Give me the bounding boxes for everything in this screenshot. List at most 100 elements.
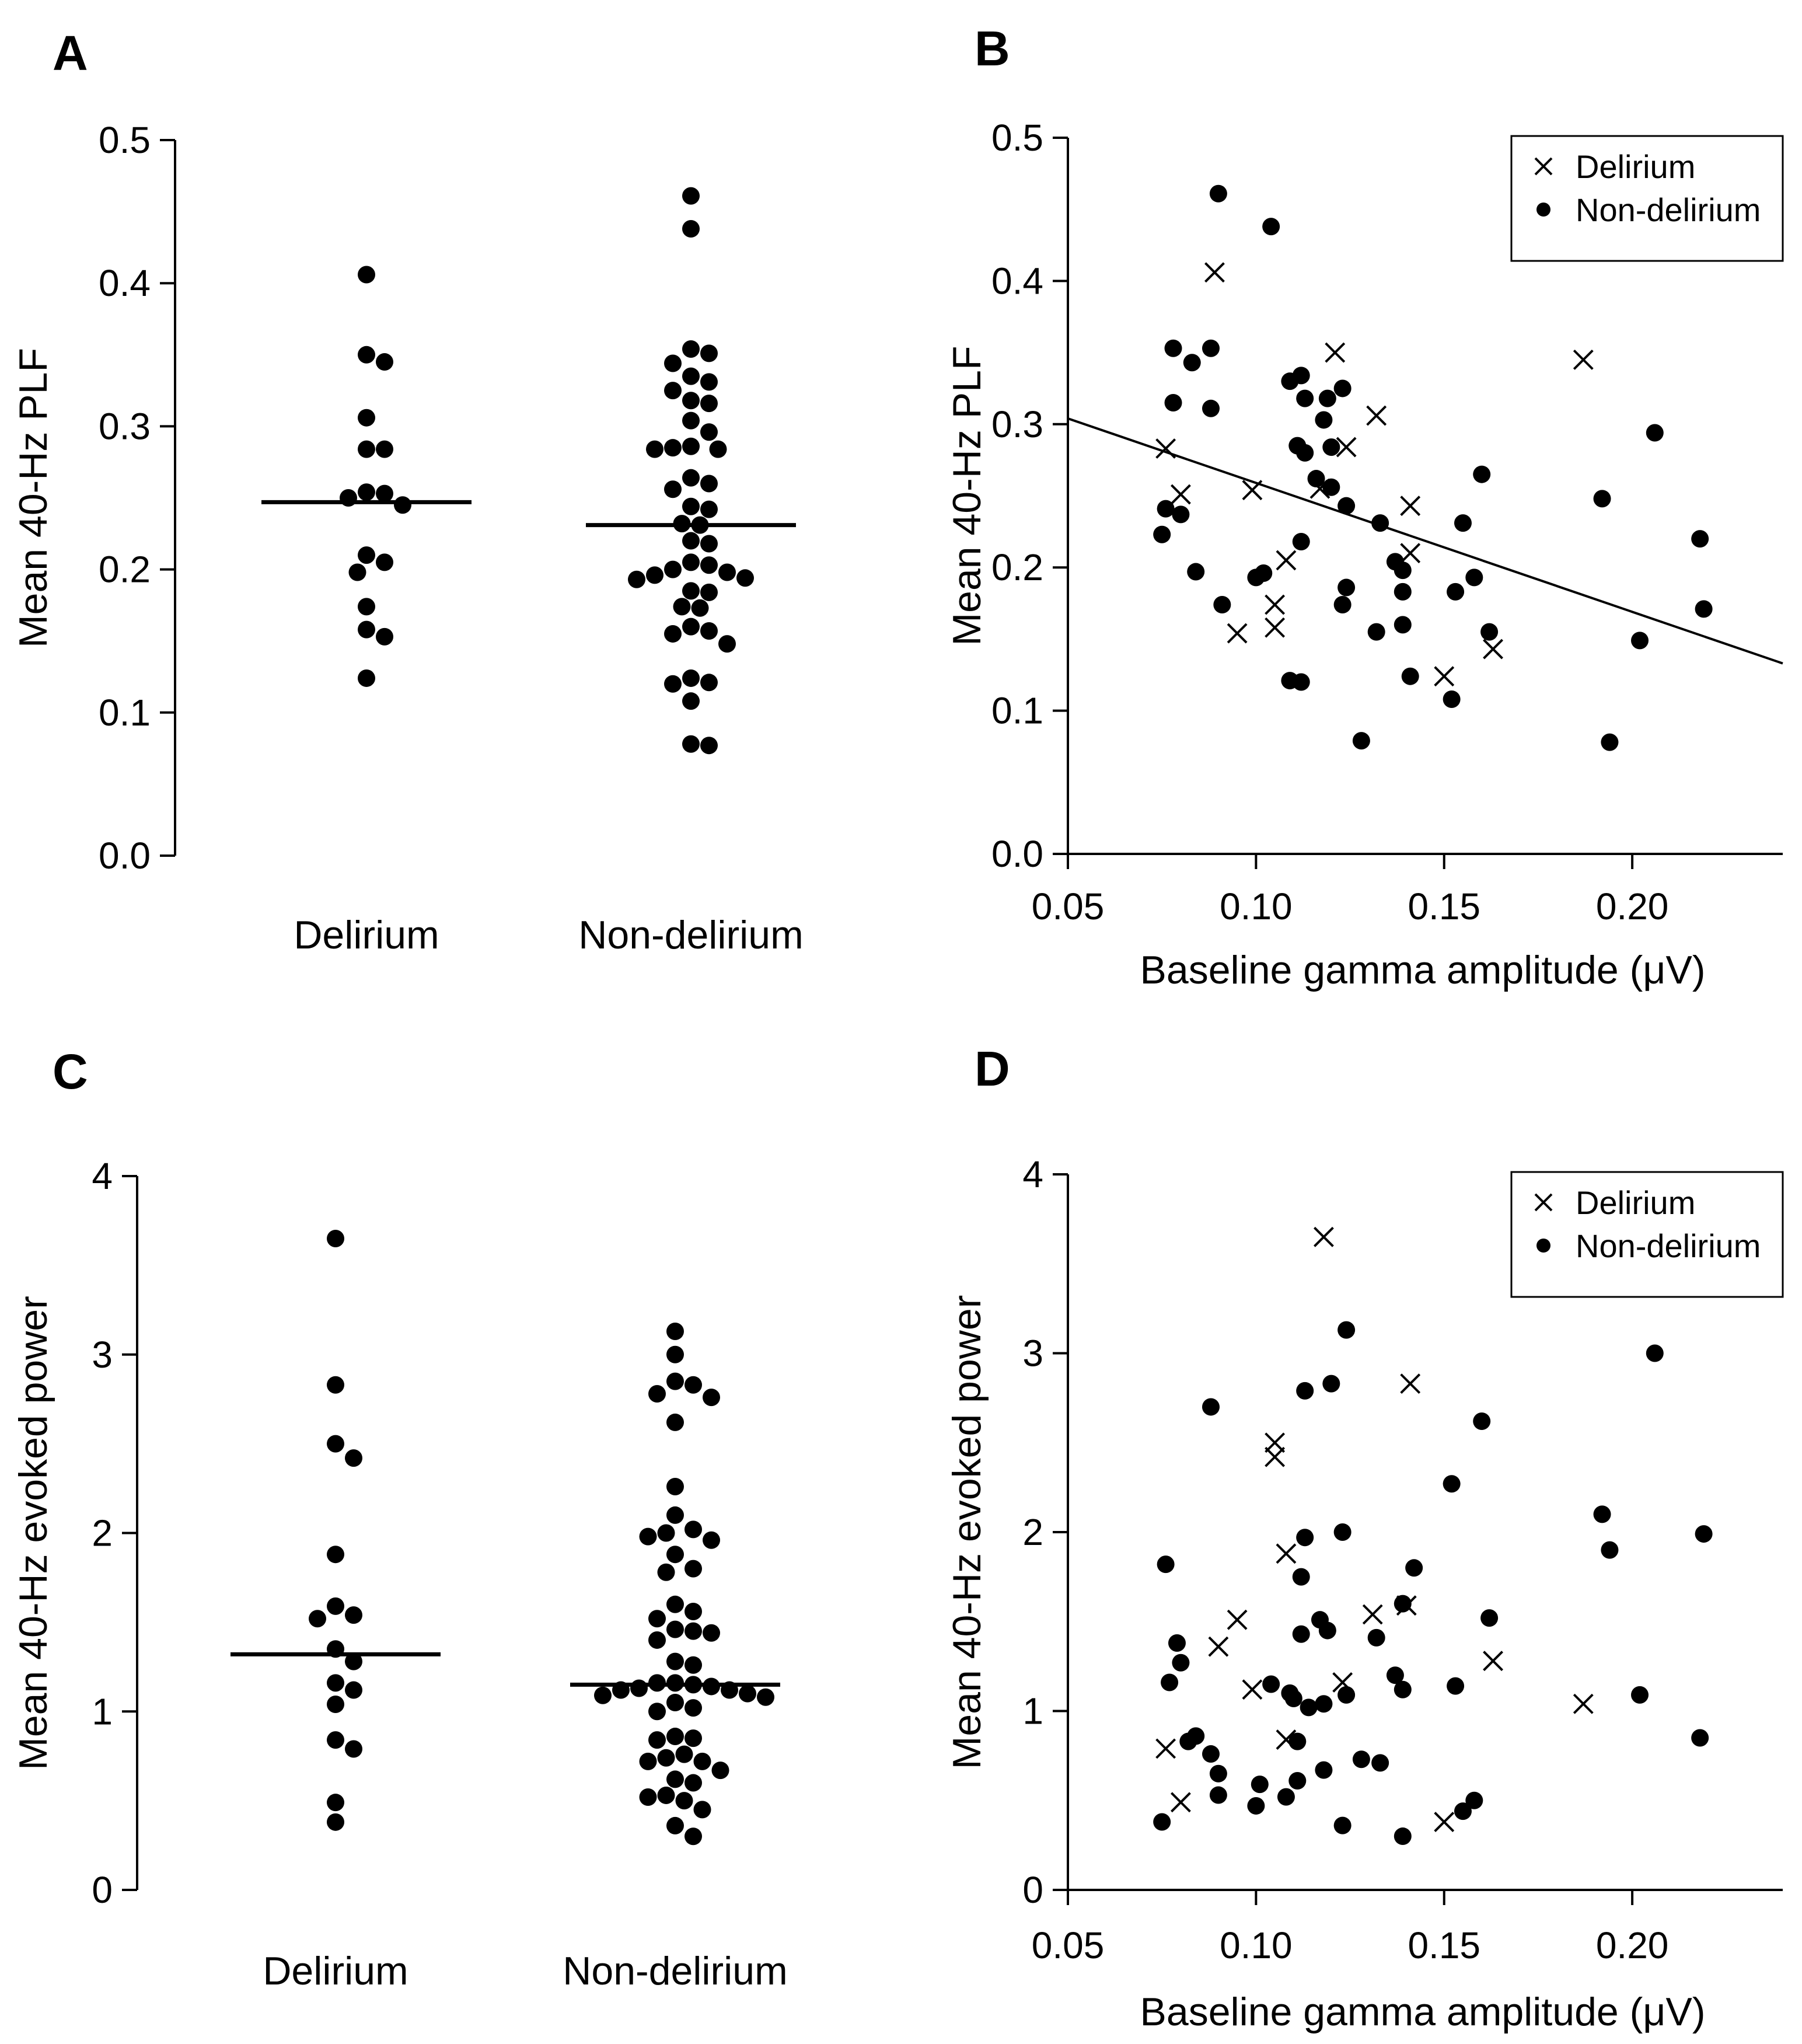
data-point bbox=[700, 583, 718, 601]
y-tick-label: 0.3 bbox=[991, 403, 1043, 445]
data-point bbox=[700, 556, 718, 574]
data-point bbox=[700, 737, 718, 755]
data-point-delirium bbox=[1155, 1738, 1176, 1759]
data-point bbox=[657, 1786, 675, 1804]
data-point-delirium bbox=[1276, 550, 1297, 571]
x-tick-label: 0.15 bbox=[1408, 1924, 1480, 1966]
data-point bbox=[682, 735, 700, 753]
data-point bbox=[703, 1531, 720, 1549]
data-point bbox=[358, 620, 375, 639]
y-axis-title: Mean 40-Hz evoked power bbox=[11, 1296, 55, 1770]
data-point bbox=[682, 220, 700, 238]
y-axis-title: Mean 40-Hz PLF bbox=[945, 346, 989, 646]
data-point bbox=[666, 1345, 684, 1363]
data-point-non-delirium bbox=[1367, 1628, 1385, 1647]
data-point bbox=[358, 598, 375, 616]
y-tick-label: 0.2 bbox=[991, 546, 1043, 588]
data-point-non-delirium bbox=[1202, 399, 1220, 417]
data-point bbox=[682, 669, 700, 687]
data-point bbox=[358, 440, 375, 458]
data-point bbox=[664, 560, 682, 578]
data-point bbox=[682, 497, 700, 515]
data-point-non-delirium bbox=[1281, 372, 1299, 390]
y-tick-label: 3 bbox=[1022, 1333, 1043, 1375]
data-point-delirium bbox=[1265, 1446, 1286, 1467]
data-point-non-delirium bbox=[1292, 1568, 1310, 1586]
data-point bbox=[639, 1752, 657, 1770]
data-point-non-delirium bbox=[1202, 1745, 1220, 1763]
data-point bbox=[666, 1693, 684, 1711]
data-point bbox=[664, 625, 682, 643]
data-point bbox=[345, 1681, 362, 1699]
data-point bbox=[345, 1606, 362, 1624]
data-point-non-delirium bbox=[1394, 616, 1412, 634]
data-point-delirium bbox=[1573, 349, 1594, 370]
data-point bbox=[327, 1696, 344, 1714]
data-point-non-delirium bbox=[1465, 1791, 1483, 1809]
data-point-non-delirium bbox=[1202, 1398, 1220, 1416]
data-point bbox=[700, 344, 718, 362]
data-point bbox=[345, 1740, 362, 1758]
regression-line bbox=[1067, 417, 1783, 665]
data-point-non-delirium bbox=[1601, 1541, 1619, 1559]
panel-letter: D bbox=[975, 1041, 1010, 1096]
data-point bbox=[327, 1731, 344, 1749]
data-point-non-delirium bbox=[1296, 1529, 1314, 1547]
data-point bbox=[666, 1413, 684, 1431]
data-point bbox=[700, 423, 718, 441]
data-point bbox=[739, 1684, 756, 1703]
data-point bbox=[648, 1610, 666, 1628]
legend-marker-dot bbox=[1536, 203, 1550, 217]
x-tick-label: 0.20 bbox=[1596, 1924, 1669, 1966]
data-point bbox=[630, 1679, 648, 1697]
data-point-non-delirium bbox=[1337, 578, 1356, 597]
data-point bbox=[639, 1788, 657, 1806]
data-point bbox=[718, 635, 736, 653]
data-point bbox=[376, 440, 393, 458]
data-point-non-delirium bbox=[1307, 470, 1325, 488]
data-point-non-delirium bbox=[1473, 465, 1491, 483]
data-point bbox=[358, 346, 375, 364]
data-point bbox=[682, 532, 700, 550]
data-point bbox=[682, 367, 700, 385]
data-point-non-delirium bbox=[1695, 600, 1713, 618]
data-point-delirium bbox=[1400, 543, 1421, 564]
data-point-non-delirium bbox=[1443, 690, 1461, 708]
data-point bbox=[666, 1816, 684, 1834]
data-point bbox=[703, 1624, 720, 1642]
data-point-non-delirium bbox=[1322, 1375, 1340, 1393]
data-point bbox=[709, 440, 727, 458]
data-point bbox=[648, 1731, 666, 1749]
data-point bbox=[666, 1652, 684, 1670]
y-tick-label: 3 bbox=[92, 1334, 113, 1376]
data-point-non-delirium bbox=[1333, 1523, 1352, 1541]
data-point-non-delirium bbox=[1284, 1690, 1302, 1708]
data-point-non-delirium bbox=[1318, 389, 1336, 407]
data-point-non-delirium bbox=[1168, 1634, 1186, 1652]
data-point bbox=[376, 353, 393, 371]
data-point-non-delirium bbox=[1691, 530, 1709, 548]
legend-marker-dot bbox=[1536, 1239, 1550, 1253]
data-point-non-delirium bbox=[1318, 1621, 1336, 1640]
data-point-non-delirium bbox=[1300, 1698, 1318, 1717]
data-point-delirium bbox=[1204, 262, 1225, 283]
data-point-delirium bbox=[1362, 1604, 1383, 1625]
data-point bbox=[664, 480, 682, 498]
data-point bbox=[685, 1376, 702, 1394]
data-point bbox=[675, 1745, 693, 1763]
y-tick-label: 4 bbox=[92, 1155, 113, 1197]
data-point bbox=[685, 1656, 702, 1674]
data-point-non-delirium bbox=[1593, 1505, 1611, 1523]
data-point-non-delirium bbox=[1262, 1675, 1280, 1693]
data-point bbox=[711, 1762, 729, 1780]
data-point bbox=[691, 599, 709, 617]
data-point-non-delirium bbox=[1646, 424, 1664, 442]
data-point bbox=[327, 1230, 344, 1248]
data-point-non-delirium bbox=[1292, 673, 1310, 691]
data-point-delirium bbox=[1208, 1636, 1229, 1657]
data-point-non-delirium bbox=[1187, 563, 1205, 581]
data-point-non-delirium bbox=[1157, 500, 1175, 518]
data-point bbox=[700, 373, 718, 391]
data-point-non-delirium bbox=[1213, 596, 1231, 614]
data-point-non-delirium bbox=[1292, 1625, 1310, 1643]
